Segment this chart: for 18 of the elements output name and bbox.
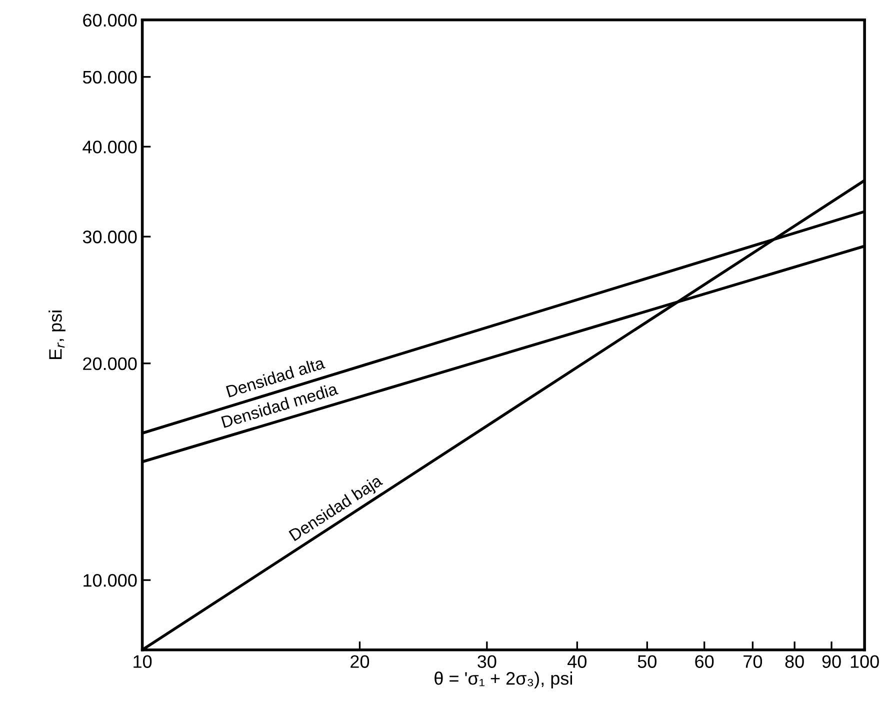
- x-tick-label: 10: [134, 655, 152, 668]
- y-tick-label: 50.000: [82, 70, 137, 84]
- y-tick-label: 10.000: [84, 574, 137, 587]
- y-tick-label: 40.000: [82, 140, 137, 154]
- x-tick-label: 100: [850, 655, 879, 668]
- x-tick-label: 90: [822, 655, 841, 668]
- x-tick-label: 30: [478, 655, 496, 668]
- y-tick-label: 30.000: [82, 230, 137, 244]
- y-axis-title: E$_{r}$, psi: [48, 310, 66, 359]
- x-tick-label: 40: [568, 655, 586, 668]
- x-tick-label: 60: [695, 655, 714, 668]
- y-tick-label: 60.000: [83, 14, 137, 27]
- x-tick-label: 70: [744, 655, 762, 668]
- x-tick-label: 80: [785, 655, 804, 668]
- y-tick-label: 20.000: [83, 357, 137, 370]
- x-axis-title: θ = 'σ₁ + 2σ₃), psi: [434, 672, 572, 688]
- x-tick-label: 50: [638, 655, 656, 668]
- x-tick-label: 20: [350, 655, 370, 668]
